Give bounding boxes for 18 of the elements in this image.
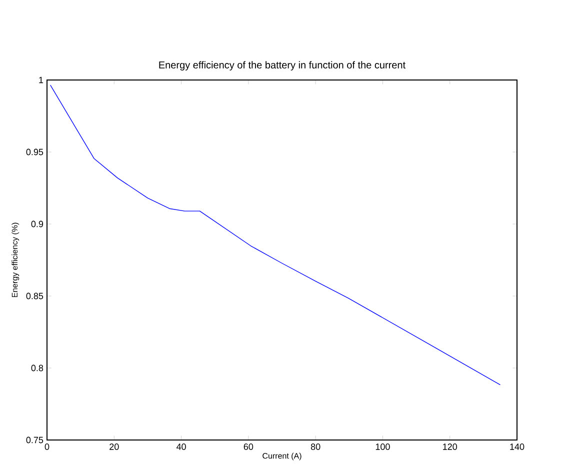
x-tick-label: 0 bbox=[44, 444, 50, 450]
x-tick-label: 80 bbox=[310, 444, 320, 450]
y-tick-label: 0.85 bbox=[26, 292, 44, 300]
x-tick-label: 100 bbox=[376, 444, 390, 450]
x-tick-label: 40 bbox=[176, 444, 186, 450]
chart-title: Energy efficiency of the battery in function of the current bbox=[159, 61, 406, 70]
y-tick-label: 0.75 bbox=[26, 436, 44, 444]
line-series bbox=[50, 84, 501, 386]
y-tick-label: 0.8 bbox=[31, 364, 44, 372]
y-axis-title: Energy efficiency (%) bbox=[12, 222, 20, 298]
y-tick-label: 0.9 bbox=[31, 220, 44, 228]
x-tick-label: 120 bbox=[443, 444, 458, 450]
x-tick-label: 60 bbox=[244, 444, 254, 450]
y-tick-label: 0.95 bbox=[26, 148, 44, 156]
x-axis-title: Current (A) bbox=[262, 452, 302, 460]
x-tick-label: 140 bbox=[510, 444, 524, 450]
y-tick-label: 1 bbox=[39, 76, 44, 84]
x-tick-label: 20 bbox=[110, 444, 119, 450]
